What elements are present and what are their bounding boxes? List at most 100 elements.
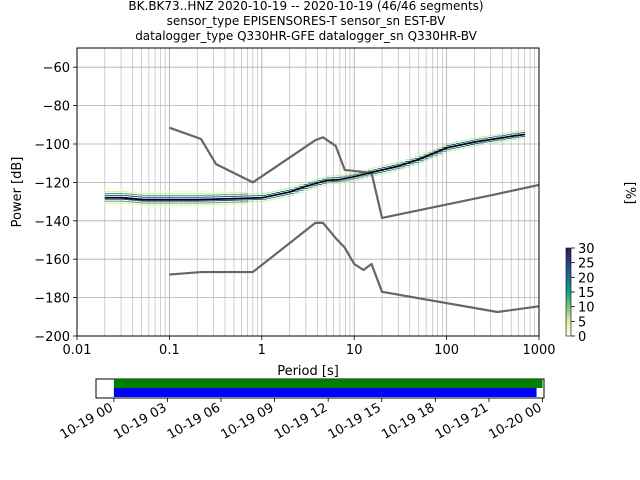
heatmap-cell (114, 189, 119, 191)
heatmap-cell (391, 164, 396, 166)
heatmap-cell (178, 191, 184, 193)
heatmap-cell (238, 193, 244, 195)
heatmap-cell (238, 201, 244, 203)
heatmap-cell (395, 161, 401, 163)
heatmap-cell (183, 196, 188, 198)
heatmap-cell (266, 193, 272, 195)
heatmap-cell (192, 202, 198, 204)
heatmap-cell (104, 189, 110, 191)
heatmap-cell (289, 192, 295, 194)
heatmap-cell (386, 169, 392, 171)
heatmap-cell (160, 202, 165, 204)
heatmap-cell (303, 189, 309, 191)
heatmap-cell (331, 175, 336, 177)
heatmap-cell (511, 131, 516, 133)
heatmap-cell (109, 192, 115, 194)
heatmap-cell (492, 142, 498, 144)
heatmap-cell (437, 146, 443, 148)
heatmap-cell (123, 198, 128, 200)
heatmap-cell (418, 160, 424, 162)
heatmap-cell (155, 200, 161, 202)
heatmap-cell (502, 134, 507, 136)
heatmap-cell (372, 175, 378, 177)
heatmap-cell (423, 160, 429, 162)
heatmap-cell (377, 173, 383, 175)
heatmap-cell (104, 198, 110, 200)
heatmap-cell (234, 201, 239, 203)
heatmap-cell (502, 138, 507, 140)
heatmap-cell (215, 203, 221, 205)
heatmap-cell (123, 202, 128, 204)
heatmap-cell (428, 156, 433, 158)
heatmap-cell (515, 130, 521, 132)
heatmap-cell (400, 168, 406, 170)
heatmap-cell (414, 157, 419, 159)
heatmap-cell (234, 193, 239, 195)
timeline-tick-label: 10-19 15 (326, 400, 384, 442)
heatmap-cell (349, 178, 355, 180)
heatmap-cell (141, 191, 147, 193)
heatmap-cell (428, 150, 433, 152)
heatmap-cell (197, 192, 202, 194)
heatmap-cell (474, 137, 480, 139)
heatmap-cell (248, 199, 253, 201)
noise-model-line (169, 221, 540, 314)
heatmap-cell (206, 194, 212, 196)
heatmap-cell (220, 203, 225, 205)
timeline-bar (113, 379, 543, 388)
heatmap-cell (243, 193, 249, 195)
x-tick-label: 10 (346, 343, 363, 358)
heatmap-cell (201, 190, 207, 192)
heatmap-cell (520, 135, 526, 137)
heatmap-cell (502, 132, 507, 134)
heatmap-cell (146, 191, 152, 193)
heatmap-cell (141, 192, 147, 194)
heatmap-cell (160, 194, 165, 196)
heatmap-cell (104, 204, 110, 206)
heatmap-cell (409, 157, 415, 159)
heatmap-cell (197, 196, 202, 198)
heatmap-cell (243, 205, 249, 207)
heatmap-cell (455, 148, 461, 150)
heatmap-cell (321, 182, 327, 184)
heatmap-cell (174, 202, 179, 204)
heatmap-cell (211, 202, 216, 204)
heatmap-cell (174, 194, 179, 196)
heatmap-cell (460, 142, 466, 144)
heatmap-cell (483, 141, 489, 143)
heatmap-cell (109, 198, 115, 200)
heatmap-cell (243, 189, 249, 191)
heatmap-cell (321, 176, 327, 178)
heatmap-cell (220, 205, 225, 207)
heatmap-cell (492, 136, 498, 138)
heatmap-cell (321, 178, 327, 180)
heatmap-cell (151, 202, 156, 204)
y-tick-label: −80 (43, 100, 70, 115)
heatmap-cell (127, 201, 133, 203)
heatmap-cell (187, 192, 193, 194)
heatmap-cell (104, 192, 110, 194)
mode-line (104, 133, 525, 201)
heatmap-cell (294, 191, 299, 193)
heatmap-cell (229, 201, 235, 203)
heatmap-cell (271, 196, 276, 198)
heatmap-cell (164, 196, 170, 198)
heatmap-cell (451, 142, 456, 144)
heatmap-cell (220, 196, 225, 198)
noise-model-line (169, 126, 540, 220)
heatmap-cell (114, 204, 119, 206)
heatmap-cell (178, 192, 184, 194)
timeline-tick-label: 10-19 06 (165, 400, 223, 442)
heatmap-cell (201, 192, 207, 194)
heatmap-cell (234, 195, 239, 197)
heatmap-cell (146, 206, 152, 208)
heatmap-cell (238, 203, 244, 205)
heatmap-cell (164, 192, 170, 194)
heatmap-cell (257, 195, 262, 197)
heatmap-cell (483, 135, 489, 137)
heatmap-cell (465, 139, 470, 141)
heatmap-cell (243, 199, 249, 201)
heatmap-cell (141, 196, 147, 198)
heatmap-cell (174, 204, 179, 206)
